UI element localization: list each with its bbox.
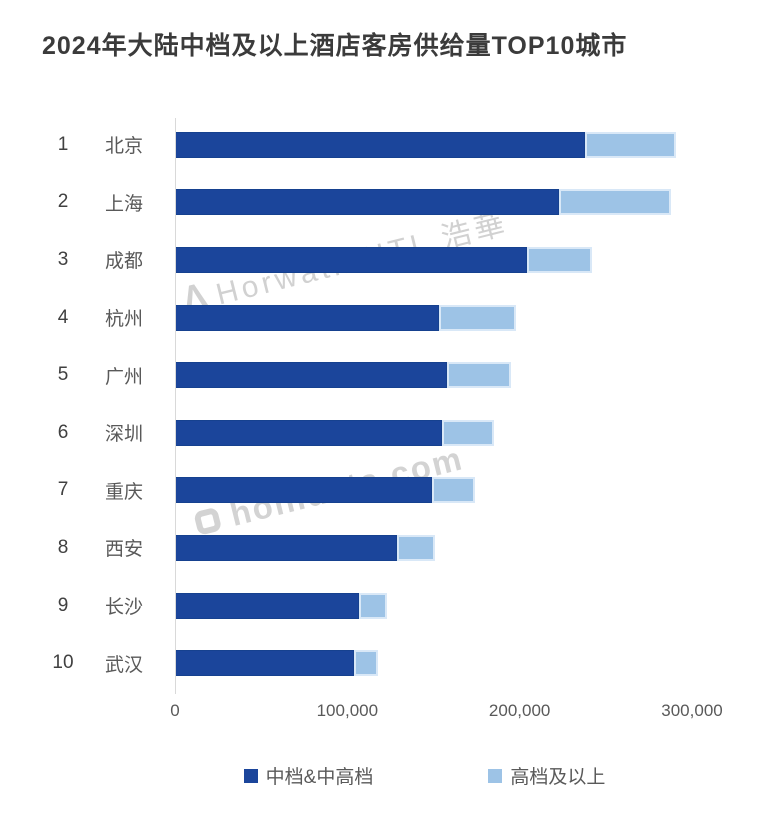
bar-segment-midscale [175,419,443,446]
chart-row: 3 成都 [0,231,765,289]
chart-row: 7 重庆 [0,462,765,520]
rank-label: 7 [57,479,69,501]
x-axis-tick-label: 100,000 [316,701,379,720]
chart-row: 5 广州 [0,346,765,404]
bar-segment-midscale [175,477,432,504]
bar-segment-midscale [175,534,398,561]
bar-segment-midscale [175,131,586,158]
legend-swatch-icon [243,768,258,783]
bar-segment-midscale [175,246,527,273]
legend: 中档&中高档 高档及以上 [42,762,765,789]
bar-track [175,477,692,504]
bar-track [175,592,692,619]
bar-track [175,304,692,331]
bar-segment-upscale [397,534,436,561]
city-label: 重庆 [105,481,144,503]
x-axis-tick-label: 200,000 [488,701,551,720]
city-label: 北京 [105,136,144,158]
legend-item: 中档&中高档 [243,762,374,789]
bar-track [175,246,692,273]
city-label: 武汉 [105,654,144,676]
chart-row: 9 长沙 [0,577,765,635]
city-label: 深圳 [105,424,144,446]
legend-label: 高档及以上 [510,767,606,788]
legend-swatch-icon [488,768,503,783]
bar-track [175,650,692,677]
rank-label: 9 [57,594,69,616]
bar-segment-upscale [431,477,475,504]
city-label: 上海 [105,193,144,215]
chart-row: 4 杭州 [0,289,765,347]
bar-segment-midscale [175,362,448,389]
city-label: 成都 [105,251,144,273]
chart-title: 2024年大陆中档及以上酒店客房供给量TOP10城市 [42,32,628,60]
chart-row: 10 武汉 [0,634,765,692]
rank-label: 5 [57,364,69,386]
bar-segment-upscale [438,304,517,331]
x-axis-ticks: 0 100,000 200,000 300,000 [170,701,722,723]
rank-label: 6 [57,421,69,443]
bar-track [175,189,692,216]
bar-track [175,131,692,158]
bar-rows: 1 北京 2 上海 3 成都 4 杭州 5 广州 6 深圳 7 重庆 8 西安 9 长沙 10 武汉 [0,116,765,692]
rank-label: 1 [57,133,69,155]
bar-segment-upscale [442,419,494,446]
rank-label: 4 [57,306,69,328]
legend-item: 高档及以上 [488,762,605,789]
city-label: 杭州 [105,309,144,331]
bar-segment-midscale [175,189,560,216]
bar-segment-upscale [359,592,387,619]
bar-track [175,419,692,446]
bar-segment-upscale [585,131,677,158]
rank-label: 2 [57,191,69,213]
bar-segment-upscale [526,246,593,273]
bar-segment-upscale [354,650,379,677]
bar-segment-midscale [175,650,355,677]
legend-label: 中档&中高档 [265,767,374,788]
city-label: 广州 [105,366,144,388]
bar-track [175,362,692,389]
bar-segment-upscale [559,189,672,216]
city-label: 长沙 [105,597,144,619]
bar-track [175,534,692,561]
chart-row: 8 西安 [0,519,765,577]
chart-row: 2 上海 [0,174,765,232]
rank-label: 8 [57,536,69,558]
bar-segment-upscale [447,362,512,389]
chart-row: 6 深圳 [0,404,765,462]
y-axis-line [175,118,176,694]
rank-label: 10 [52,652,74,674]
x-axis-tick-label: 300,000 [661,701,723,720]
bar-segment-midscale [175,304,439,331]
city-label: 西安 [105,539,144,561]
chart-row: 1 北京 [0,116,765,174]
bar-segment-midscale [175,592,360,619]
rank-label: 3 [57,248,69,270]
x-axis-tick-label: 0 [170,701,180,720]
